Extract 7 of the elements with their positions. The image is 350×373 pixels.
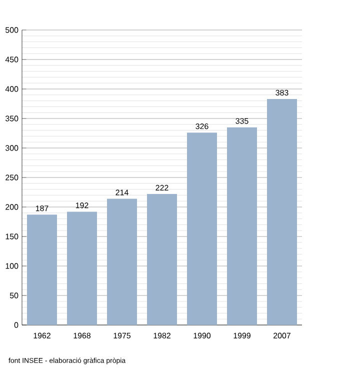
bar [186,132,217,325]
bar [266,99,297,325]
bar [107,198,137,325]
bar [226,127,257,325]
bar [147,194,177,325]
bar [27,214,57,325]
bar [67,212,97,325]
